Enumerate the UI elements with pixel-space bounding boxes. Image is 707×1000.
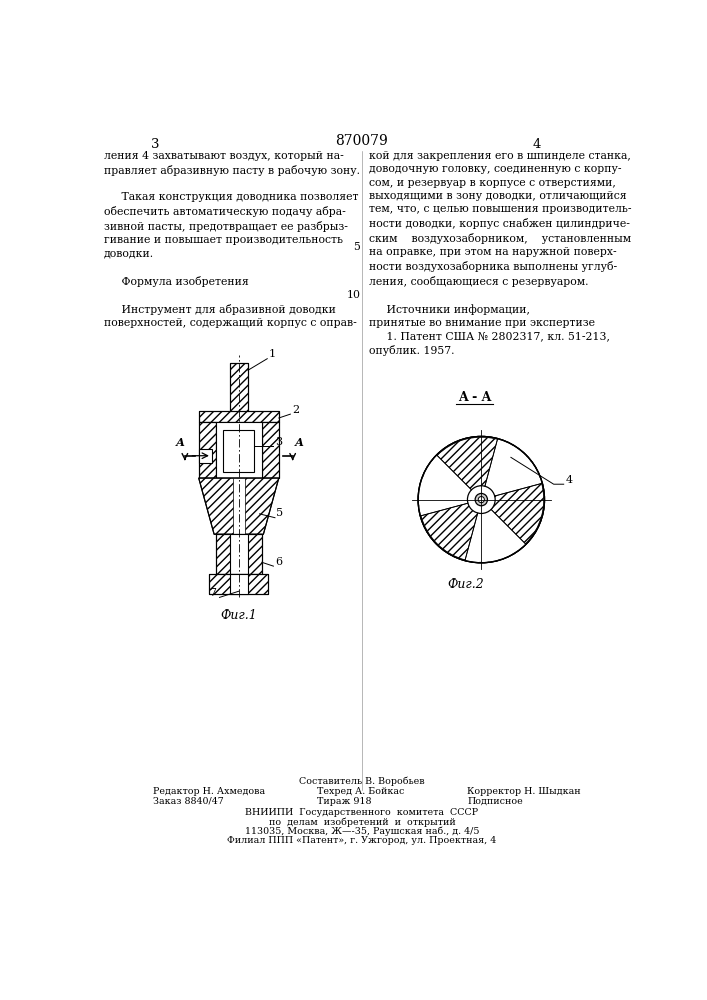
- Bar: [216, 534, 262, 574]
- Bar: [199, 422, 216, 478]
- Text: Редактор Н. Ахмедова: Редактор Н. Ахмедова: [153, 787, 265, 796]
- Text: Фиг.1: Фиг.1: [221, 609, 257, 622]
- Text: Корректор Н. Шыдкан: Корректор Н. Шыдкан: [467, 787, 581, 796]
- Text: ления 4 захватывают воздух, который на-
правляет абразивную пасту в рабочую зону: ления 4 захватывают воздух, который на- …: [104, 151, 360, 328]
- Text: Фиг.2: Фиг.2: [448, 578, 484, 591]
- Text: Заказ 8840/47: Заказ 8840/47: [153, 797, 224, 806]
- Circle shape: [475, 493, 487, 506]
- Polygon shape: [199, 478, 279, 534]
- Text: ВНИИПИ  Государственного  комитета  СССР: ВНИИПИ Государственного комитета СССР: [245, 808, 479, 817]
- Text: 6: 6: [275, 557, 282, 567]
- Text: А: А: [175, 437, 185, 448]
- Text: 2: 2: [292, 405, 299, 415]
- Text: Тираж 918: Тираж 918: [317, 797, 372, 806]
- Text: A - A: A - A: [458, 391, 491, 404]
- Text: 5: 5: [354, 242, 361, 252]
- Bar: [230, 363, 248, 422]
- Wedge shape: [481, 483, 544, 544]
- Text: по  делам  изобретений  и  открытий: по делам изобретений и открытий: [269, 818, 455, 827]
- Wedge shape: [481, 439, 542, 500]
- Bar: [262, 422, 279, 478]
- Bar: [199, 422, 216, 478]
- Bar: [230, 534, 248, 574]
- Text: 4: 4: [532, 138, 541, 151]
- Text: 3: 3: [275, 437, 282, 447]
- Text: Составитель В. Воробьев: Составитель В. Воробьев: [299, 776, 425, 786]
- Text: 870079: 870079: [336, 134, 388, 148]
- Text: кой для закрепления его в шпинделе станка,
доводочную головку, соединенную с кор: кой для закрепления его в шпинделе станк…: [369, 151, 631, 356]
- Circle shape: [467, 486, 495, 513]
- Text: 3: 3: [151, 138, 160, 151]
- Wedge shape: [419, 456, 481, 516]
- Bar: [223, 430, 254, 472]
- Bar: [199, 449, 212, 463]
- Text: 5: 5: [276, 508, 284, 518]
- Text: Филиал ППП «Патент», г. Ужгород, ул. Проектная, 4: Филиал ППП «Патент», г. Ужгород, ул. Про…: [228, 836, 496, 845]
- Bar: [230, 363, 248, 422]
- Circle shape: [478, 497, 484, 503]
- Bar: [209, 574, 268, 594]
- Text: 113035, Москва, Ж—-35, Раушская наб., д. 4/5: 113035, Москва, Ж—-35, Раушская наб., д.…: [245, 827, 479, 836]
- Bar: [209, 574, 268, 594]
- Bar: [233, 478, 245, 538]
- Bar: [199, 411, 279, 422]
- Bar: [230, 574, 248, 594]
- Bar: [199, 411, 279, 422]
- Wedge shape: [421, 500, 481, 560]
- Wedge shape: [465, 500, 525, 562]
- Bar: [216, 534, 262, 574]
- Text: А: А: [294, 437, 303, 448]
- Text: 4: 4: [565, 475, 573, 485]
- Circle shape: [418, 436, 544, 563]
- Text: 7: 7: [209, 588, 216, 598]
- Wedge shape: [437, 437, 498, 500]
- Text: Подписное: Подписное: [467, 797, 523, 806]
- Bar: [262, 422, 279, 478]
- Bar: [216, 422, 262, 478]
- Text: 1: 1: [269, 349, 276, 359]
- Text: 10: 10: [346, 290, 361, 300]
- Text: Техред А. Бойкас: Техред А. Бойкас: [317, 787, 404, 796]
